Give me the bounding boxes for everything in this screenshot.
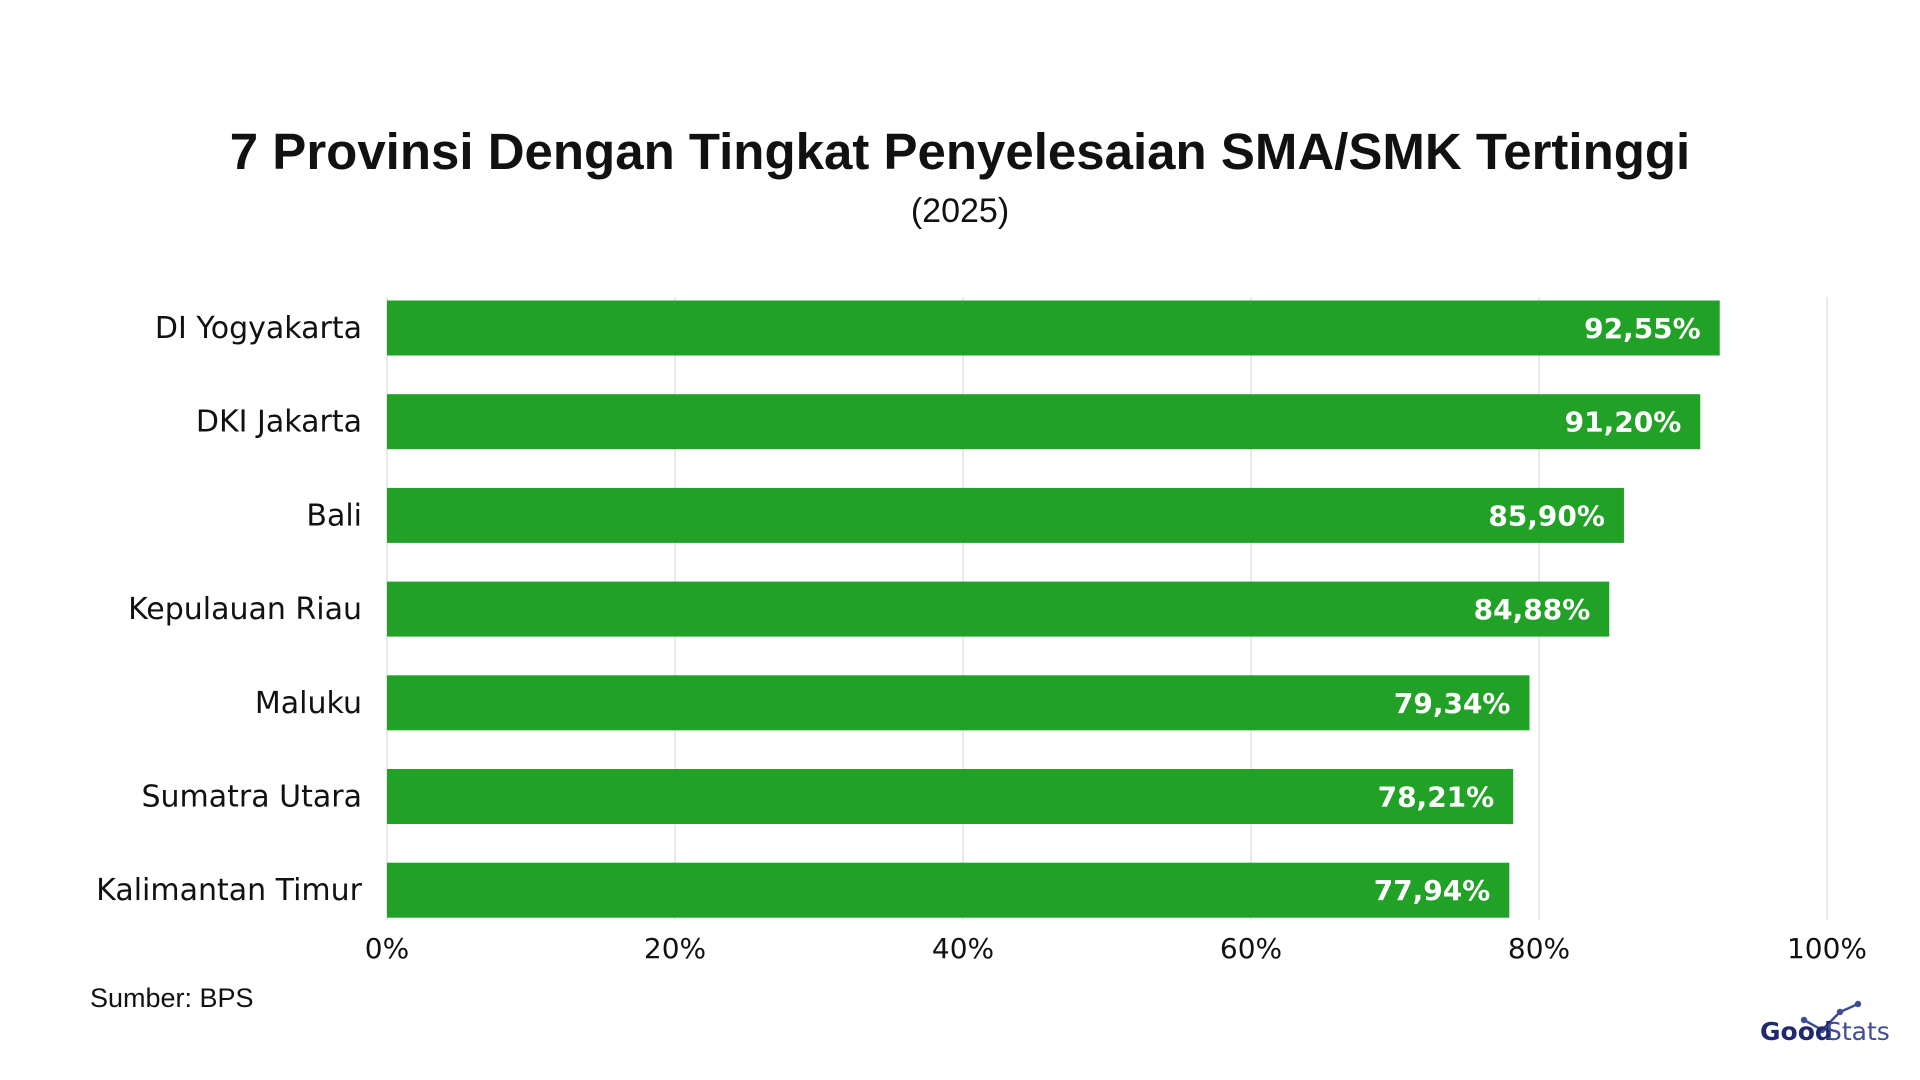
category-label: Bali	[306, 498, 362, 533]
x-tick-label: 40%	[932, 932, 994, 965]
bar-data-label: 77,94%	[1374, 874, 1491, 907]
source-note: Sumber: BPS	[90, 983, 254, 1013]
logo-trend-icon	[1803, 1002, 1859, 1032]
x-tick-label: 100%	[1787, 932, 1867, 965]
x-tick-label: 0%	[365, 932, 409, 965]
bar-data-label: 78,21%	[1378, 781, 1495, 814]
category-label: Maluku	[255, 686, 362, 721]
logo-dot	[1836, 1008, 1844, 1016]
bar-data-label: 91,20%	[1565, 406, 1682, 439]
category-label: Sumatra Utara	[141, 780, 362, 815]
logo-text-stats: Stats	[1826, 1017, 1890, 1046]
category-label: Kepulauan Riau	[128, 592, 362, 627]
bar	[387, 769, 1514, 824]
bar	[387, 394, 1701, 450]
goodstats-logo: Good Stats	[1760, 1000, 1890, 1046]
category-labels: DI Yogyakarta DKI Jakarta Bali Kepulauan Ri…	[96, 311, 362, 908]
chart-title: 7 Provinsi Dengan Tingkat Penyelesaian S…	[229, 123, 1691, 180]
logo-text-good: Good	[1760, 1017, 1833, 1046]
bar-chart: 92,55% 91,20% 85,90% 84,88% 79,34% 78,21% 77,9…	[96, 297, 1867, 965]
chart-subtitle: (2025)	[910, 192, 1010, 230]
bar-data-label: 85,90%	[1488, 499, 1605, 532]
bar	[387, 487, 1624, 543]
bar-data-label: 84,88%	[1474, 593, 1591, 626]
logo-dot	[1854, 1000, 1862, 1008]
x-tick-label: 60%	[1220, 932, 1282, 965]
bars: 92,55% 91,20% 85,90% 84,88% 79,34% 78,21% 77,9…	[387, 300, 1720, 918]
bar-data-label: 92,55%	[1584, 312, 1701, 345]
bar-data-label: 79,34%	[1394, 687, 1511, 720]
logo-dot	[1818, 1026, 1826, 1034]
category-label: DKI Jakarta	[196, 405, 362, 440]
bar	[387, 862, 1510, 918]
bar	[387, 581, 1610, 637]
x-axis-tick-labels: 0% 20% 40% 60% 80% 100%	[365, 932, 1867, 965]
bar	[387, 300, 1720, 356]
x-tick-label: 80%	[1508, 932, 1570, 965]
category-label: Kalimantan Timur	[96, 873, 362, 908]
logo-dot	[1800, 1016, 1808, 1024]
category-label: DI Yogyakarta	[155, 311, 362, 346]
x-tick-label: 20%	[644, 932, 706, 965]
bar	[387, 675, 1530, 731]
